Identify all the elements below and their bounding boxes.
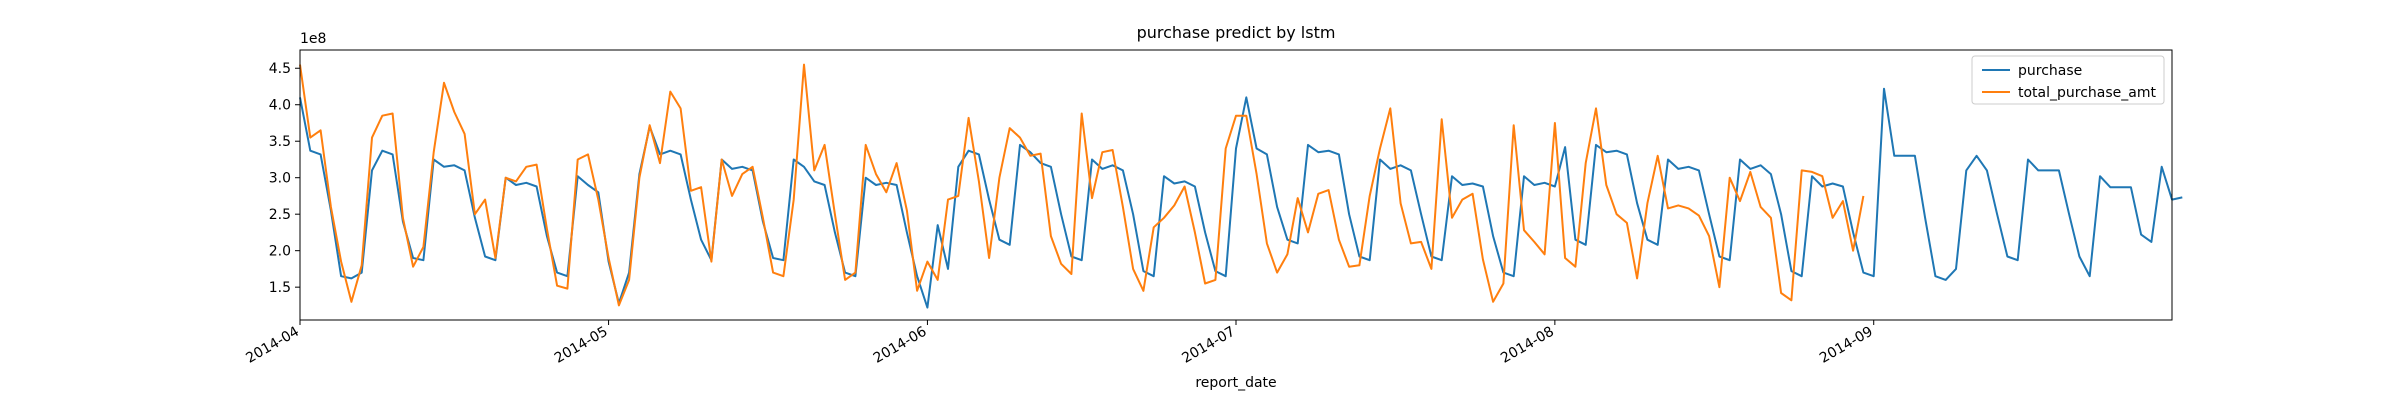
- x-tick-label: 2014-08: [1498, 324, 1557, 367]
- legend: purchase total_purchase_amt: [1971, 55, 2165, 105]
- chart-title: purchase predict by lstm: [1137, 23, 1336, 42]
- y-tick-label: 2.5: [269, 207, 291, 223]
- legend-label: total_purchase_amt: [2018, 85, 2156, 101]
- x-tick-label: 2014-06: [871, 324, 930, 367]
- y-tick-label: 4.0: [269, 98, 291, 114]
- y-tick-label: 1.5: [269, 280, 291, 296]
- series-layer: [299, 63, 2183, 309]
- x-axis-label: report_date: [1195, 375, 1276, 391]
- x-tick-label: 2014-04: [243, 324, 302, 367]
- series-line-total-purchase-amt: [299, 63, 1865, 307]
- x-tick-label: 2014-07: [1179, 324, 1238, 367]
- y-tick-label: 2.0: [269, 244, 291, 260]
- x-tick-label: 2014-09: [1817, 324, 1876, 367]
- y-tick-label: 3.5: [269, 134, 291, 150]
- legend-label: purchase: [2018, 63, 2082, 79]
- legend-box: [1971, 55, 2165, 105]
- plot-frame: [299, 49, 2173, 321]
- x-tick-label: 2014-05: [552, 324, 611, 367]
- y-axis-multiplier: 1e8: [300, 31, 326, 47]
- series-line-purchase: [299, 87, 2183, 309]
- y-tick-label: 3.0: [269, 171, 291, 187]
- y-tick-label: 4.5: [269, 61, 291, 77]
